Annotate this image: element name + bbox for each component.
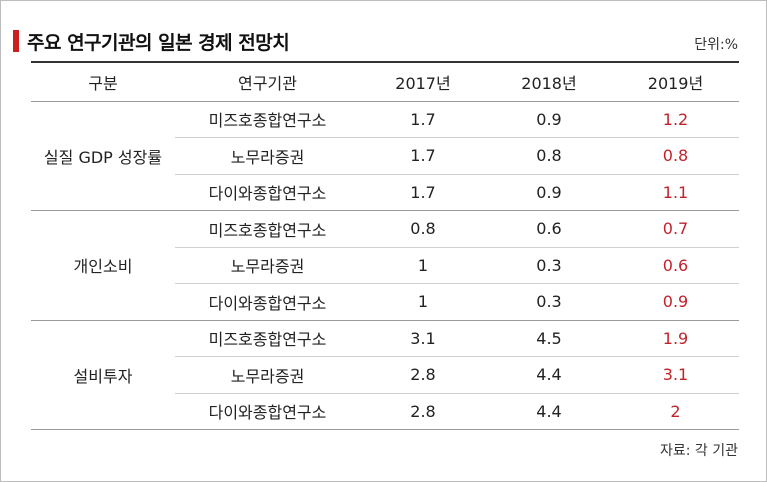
group-label-investment: 설비투자 bbox=[31, 320, 175, 430]
header-institution: 연구기관 bbox=[175, 61, 360, 102]
value-2019: 0.9 bbox=[612, 283, 739, 321]
value-2017: 2.8 bbox=[360, 393, 486, 430]
table-row: 다이와종합연구소 1.7 0.9 1.1 bbox=[31, 174, 739, 211]
institution-cell: 미즈호종합연구소 bbox=[175, 320, 360, 357]
group-label-consumption: 개인소비 bbox=[31, 210, 175, 321]
group-label-gdp: 실질 GDP 성장률 bbox=[31, 101, 175, 211]
table-header-row: 구분 연구기관 2017년 2018년 2019년 bbox=[31, 61, 739, 102]
table-row: 실질 GDP 성장률 미즈호종합연구소 1.7 0.9 1.2 bbox=[31, 101, 739, 211]
value-2018: 0.9 bbox=[486, 101, 612, 138]
value-2018: 0.6 bbox=[486, 210, 612, 248]
value-2019: 0.6 bbox=[612, 247, 739, 284]
value-2018: 4.4 bbox=[486, 393, 612, 430]
institution-cell: 노무라증권 bbox=[175, 137, 360, 175]
institution-cell: 노무라증권 bbox=[175, 247, 360, 284]
value-2018: 0.9 bbox=[486, 174, 612, 211]
header-category: 구분 bbox=[31, 61, 175, 102]
value-2017: 3.1 bbox=[360, 320, 486, 357]
value-2019: 0.7 bbox=[612, 210, 739, 248]
page-title: 주요 연구기관의 일본 경제 전망치 bbox=[27, 32, 290, 54]
value-2019: 1.1 bbox=[612, 174, 739, 211]
value-2018: 0.3 bbox=[486, 283, 612, 321]
institution-cell: 다이와종합연구소 bbox=[175, 393, 360, 430]
value-2017: 1.7 bbox=[360, 174, 486, 211]
institution-cell: 미즈호종합연구소 bbox=[175, 210, 360, 248]
institution-cell: 다이와종합연구소 bbox=[175, 174, 360, 211]
table-row: 노무라증권 1 0.3 0.6 bbox=[31, 247, 739, 284]
value-2018: 4.5 bbox=[486, 320, 612, 357]
table-row: 노무라증권 1.7 0.8 0.8 bbox=[31, 137, 739, 175]
value-2017: 1.7 bbox=[360, 101, 486, 138]
value-2017: 1 bbox=[360, 283, 486, 321]
title-accent-bar bbox=[13, 30, 19, 52]
table-row: 다이와종합연구소 2.8 4.4 2 bbox=[31, 393, 739, 430]
table-row: 개인소비 미즈호종합연구소 0.8 0.6 0.7 bbox=[31, 210, 739, 321]
value-2018: 0.3 bbox=[486, 247, 612, 284]
value-2019: 3.1 bbox=[612, 356, 739, 394]
institution-cell: 미즈호종합연구소 bbox=[175, 101, 360, 138]
value-2019: 0.8 bbox=[612, 137, 739, 175]
forecast-table: 구분 연구기관 2017년 2018년 2019년 실질 GDP 성장률 미즈호… bbox=[31, 61, 739, 430]
table-row: 설비투자 미즈호종합연구소 3.1 4.5 1.9 bbox=[31, 320, 739, 430]
source-note: 자료: 각 기관 bbox=[659, 443, 738, 459]
value-2019: 1.9 bbox=[612, 320, 739, 357]
value-2017: 1.7 bbox=[360, 137, 486, 175]
value-2018: 4.4 bbox=[486, 356, 612, 394]
value-2017: 0.8 bbox=[360, 210, 486, 248]
unit-label: 단위:% bbox=[694, 37, 738, 53]
institution-cell: 노무라증권 bbox=[175, 356, 360, 394]
table-row: 노무라증권 2.8 4.4 3.1 bbox=[31, 356, 739, 394]
institution-cell: 다이와종합연구소 bbox=[175, 283, 360, 321]
value-2018: 0.8 bbox=[486, 137, 612, 175]
header-2017: 2017년 bbox=[360, 61, 486, 102]
header-2019: 2019년 bbox=[612, 61, 739, 102]
value-2019: 1.2 bbox=[612, 101, 739, 138]
table-row: 다이와종합연구소 1 0.3 0.9 bbox=[31, 283, 739, 321]
header-2018: 2018년 bbox=[486, 61, 612, 102]
value-2017: 2.8 bbox=[360, 356, 486, 394]
value-2019: 2 bbox=[612, 393, 739, 430]
value-2017: 1 bbox=[360, 247, 486, 284]
